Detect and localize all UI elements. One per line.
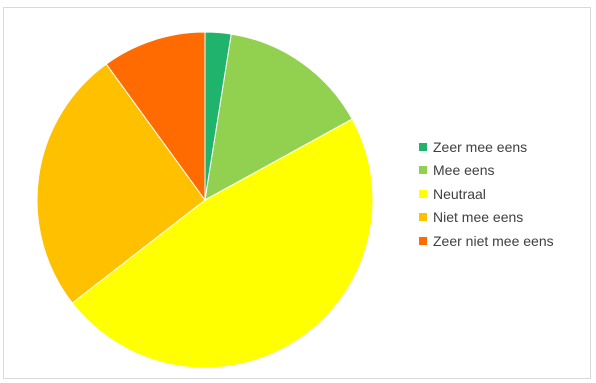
pie-slice-zeer-niet-mee-eens [105, 31, 206, 202]
legend-item: Neutraal [419, 182, 554, 206]
legend-label: Neutraal [433, 185, 486, 202]
legend-swatch [419, 236, 427, 245]
legend-item: Niet mee eens [419, 206, 554, 230]
pie-slice-mee-eens [204, 33, 353, 201]
legend-swatch [419, 166, 427, 175]
legend-label: Zeer niet mee eens [433, 232, 554, 249]
pie-slice-neutraal [71, 118, 374, 369]
legend-item: Zeer mee eens [419, 135, 554, 159]
legend: Zeer mee eens Mee eens Neutraal Niet mee ee… [419, 135, 554, 253]
legend-label: Zeer mee eens [433, 138, 528, 155]
pie-chart [36, 31, 374, 369]
legend-swatch [419, 189, 427, 198]
pie-slice-niet-mee-eens [36, 63, 206, 304]
legend-label: Niet mee eens [433, 209, 524, 226]
chart-frame: Zeer mee eens Mee eens Neutraal Niet mee ee… [3, 7, 591, 379]
legend-swatch [419, 213, 427, 222]
legend-swatch [419, 142, 427, 151]
legend-item: Mee eens [419, 159, 554, 183]
legend-item: Zeer niet mee eens [419, 229, 554, 253]
legend-label: Mee eens [433, 162, 495, 179]
